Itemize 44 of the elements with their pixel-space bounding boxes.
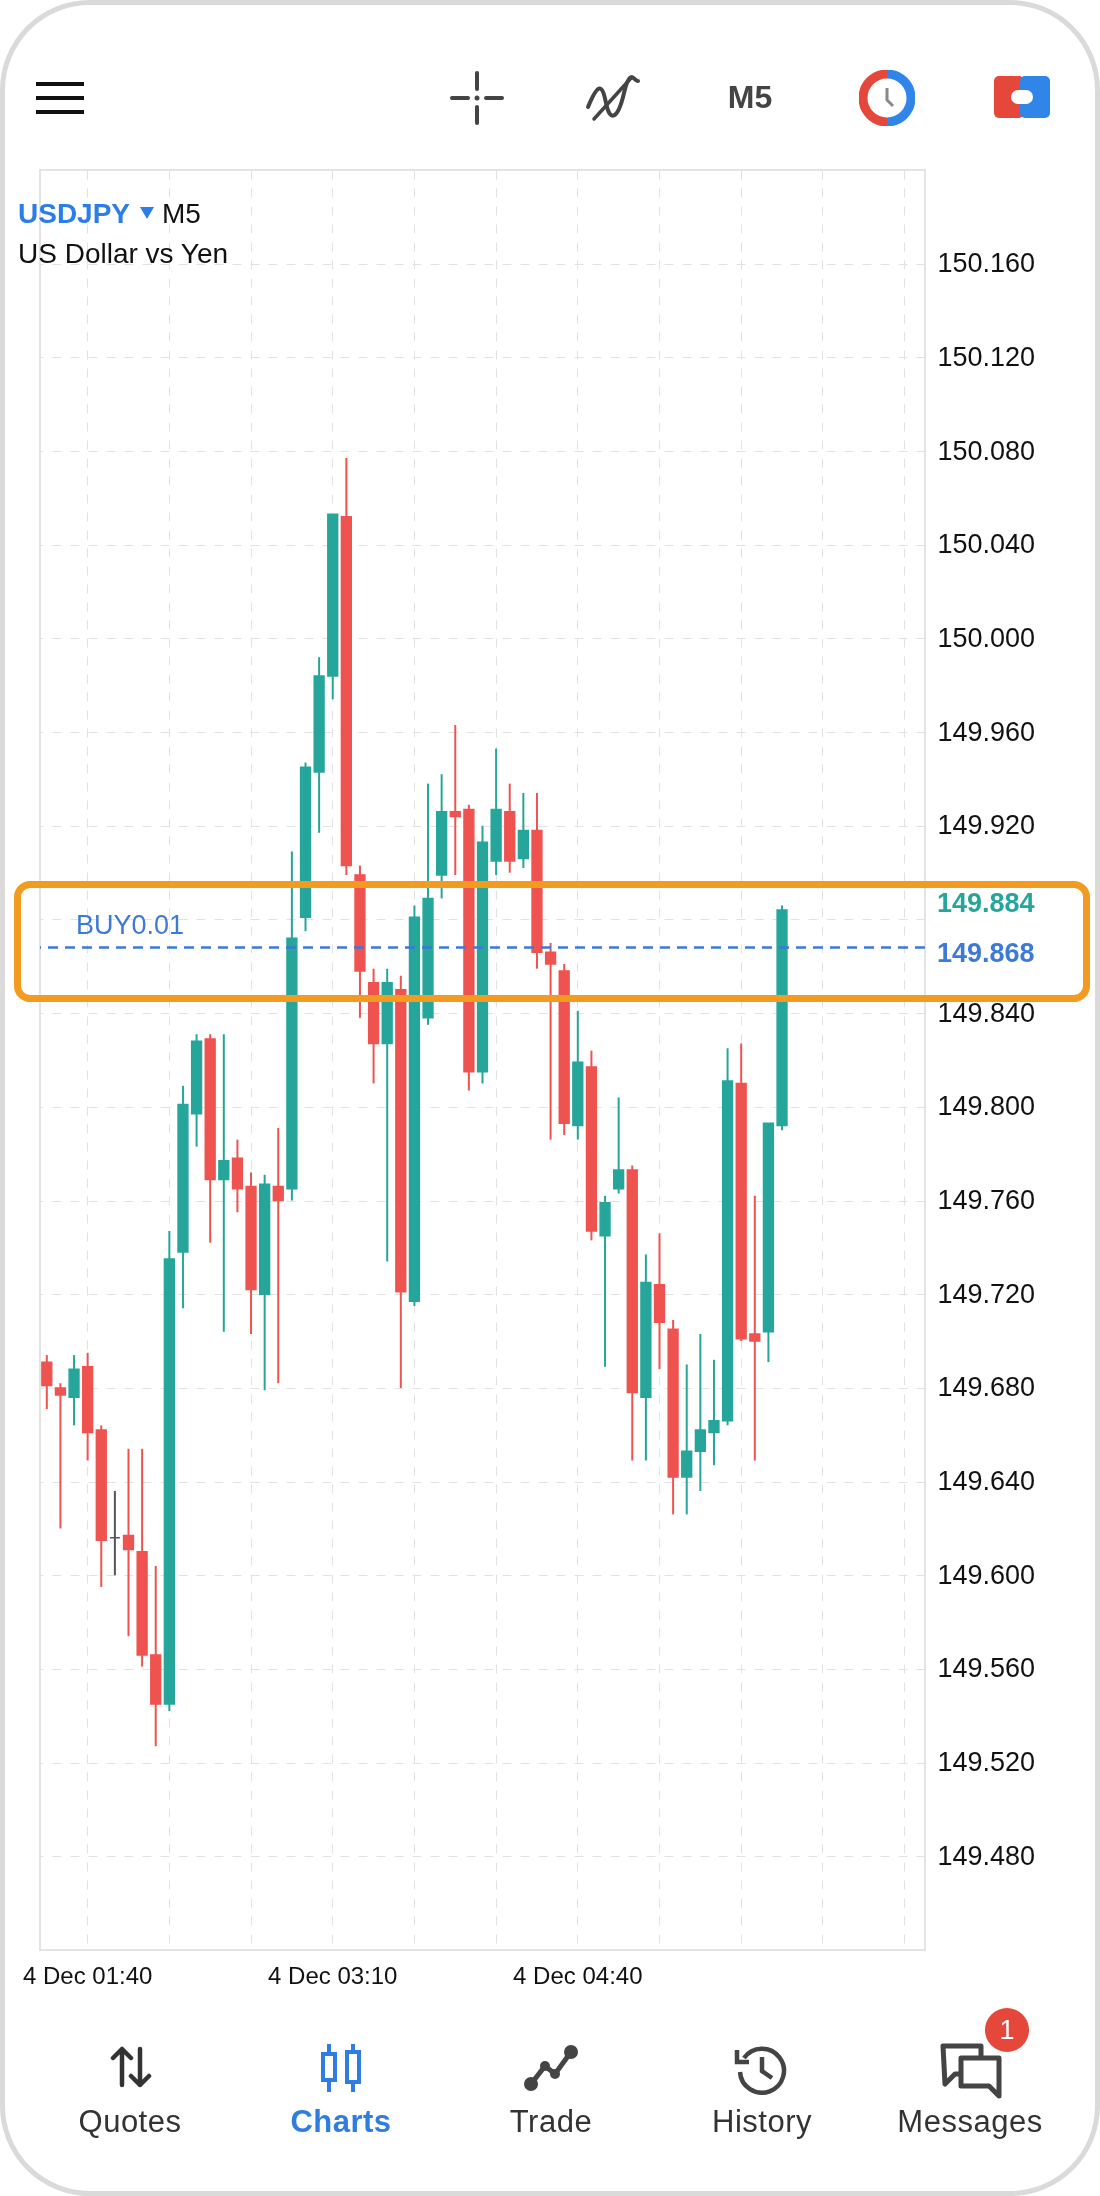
candlestick (41, 1354, 53, 1410)
text: USDJPY (18, 198, 131, 229)
y-tick-label: 149.760 (937, 1185, 1036, 1216)
candlestick (544, 941, 557, 1141)
y-tick-label: 149.640 (937, 1466, 1036, 1497)
y-tick-label: 149.560 (937, 1653, 1036, 1684)
x-tick-label: 4 Dec 03:10 (268, 1961, 398, 1989)
text: US Dollar vs Yen (18, 237, 229, 271)
y-tick-label: 150.040 (937, 529, 1036, 560)
text: History (712, 2104, 812, 2140)
y-tick-label: 149.800 (937, 1091, 1036, 1122)
x-tick-label: 4 Dec 04:40 (513, 1961, 643, 1989)
text: 149.868 (937, 937, 1035, 968)
candlestick (109, 1489, 121, 1577)
y-tick-label: 149.600 (937, 1559, 1036, 1590)
y-tick-label: 150.160 (937, 248, 1036, 279)
ref-line-label: BUY0.01 (76, 909, 185, 940)
text: Messages (897, 2104, 1043, 2140)
y-tick-label: 149.480 (937, 1840, 1036, 1871)
text: Charts (290, 2104, 392, 2140)
text: Trade (509, 2104, 593, 2140)
text: M5 (727, 78, 773, 116)
annotation: M5 (162, 198, 201, 229)
text: 149.884 (937, 888, 1035, 919)
y-tick-label: 149.680 (937, 1372, 1036, 1403)
x-tick-label: 4 Dec 01:40 (22, 1961, 153, 1989)
candlestick (708, 1358, 720, 1467)
y-tick-label: 149.840 (937, 997, 1036, 1028)
text: Quotes (78, 2104, 182, 2140)
candlestick (54, 1382, 67, 1530)
y-tick-label: 149.920 (937, 810, 1036, 841)
candlestick (694, 1333, 706, 1492)
candlestick (218, 1033, 230, 1333)
candlestick (122, 1447, 135, 1638)
candlestick (749, 1194, 761, 1462)
candlestick (272, 1126, 284, 1385)
y-tick-label: 150.120 (937, 341, 1036, 372)
y-tick-label: 149.960 (937, 716, 1036, 747)
y-tick-label: 149.520 (937, 1747, 1036, 1778)
y-tick-label: 149.720 (937, 1278, 1036, 1309)
y-tick-label: 150.000 (937, 622, 1036, 653)
candlestick (449, 724, 461, 876)
candlestick (613, 1096, 625, 1195)
y-tick-label: 150.080 (937, 435, 1036, 466)
